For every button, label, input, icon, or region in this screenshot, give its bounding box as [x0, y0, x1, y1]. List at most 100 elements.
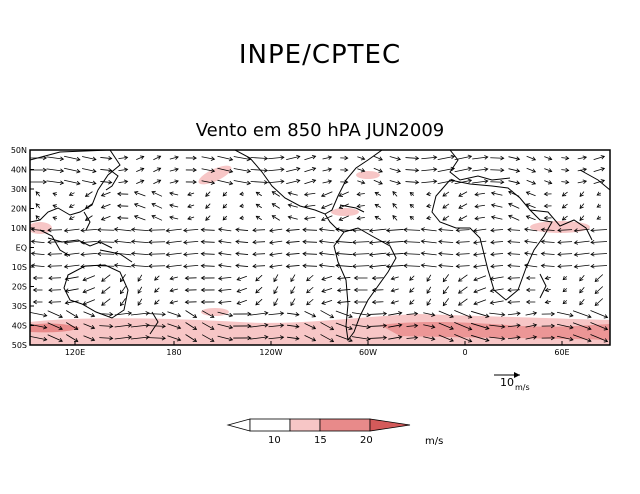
wind-vector-head [382, 311, 388, 316]
wind-vector [557, 229, 573, 231]
wind-vector [64, 252, 80, 256]
wind-vector-head [472, 252, 478, 257]
wind-vector-head [374, 191, 379, 196]
wind-vector [218, 300, 232, 304]
wind-vector [593, 155, 605, 161]
wind-vector-head [279, 311, 285, 316]
wind-vector-head [217, 288, 223, 293]
wind-vector-head [532, 335, 538, 340]
wind-vector-head [318, 239, 324, 244]
wind-vector-head [392, 203, 397, 208]
wind-vector-head [109, 323, 114, 329]
wind-vector-head [590, 252, 595, 257]
wind-vector-head [540, 251, 545, 256]
wind-vector [114, 240, 132, 244]
wind-vector [304, 334, 316, 342]
coastlines [30, 150, 610, 342]
wind-vector [118, 180, 128, 184]
wind-vector-head [68, 203, 74, 208]
wind-vector [169, 180, 179, 184]
wind-vector-head [409, 215, 414, 221]
wind-vector [66, 322, 78, 330]
wind-vector [524, 264, 538, 268]
lat-tick-label: 40S [12, 322, 27, 331]
wind-vector [47, 310, 63, 318]
wind-vector [557, 265, 573, 267]
wind-vector [286, 155, 300, 161]
wind-vector [321, 215, 333, 221]
wind-vector-head [217, 239, 223, 244]
wind-vector-head [133, 214, 139, 220]
wind-vector-head [490, 203, 496, 208]
wind-vector [268, 312, 284, 316]
wind-vector-head [108, 180, 113, 185]
wind-vector [369, 228, 387, 232]
wind-vector-head [205, 216, 210, 221]
wind-vector [304, 167, 316, 173]
wind-vector [579, 215, 585, 221]
wind-vector [272, 215, 280, 221]
colorbar-unit: m/s [425, 436, 443, 447]
wind-vector [391, 300, 399, 304]
wind-vector [205, 215, 211, 221]
wind-vector [337, 277, 351, 279]
wind-vector-head [59, 168, 65, 173]
wind-vector-head [236, 300, 241, 305]
wind-vector-head [368, 228, 374, 233]
wind-vector [577, 180, 587, 184]
wind-vector-head [351, 263, 357, 269]
wind-vector [403, 229, 421, 231]
wind-vector [222, 203, 228, 209]
wind-vector [114, 312, 132, 316]
wind-vector [438, 310, 454, 318]
wind-vector-head [239, 215, 244, 221]
wind-vector [373, 155, 383, 161]
wind-vector [352, 241, 370, 243]
wind-vector [64, 228, 80, 232]
wind-vector-head [176, 337, 182, 342]
wind-vector [252, 253, 266, 255]
wind-vector-head [290, 301, 295, 307]
wind-vector-head [390, 300, 396, 305]
wind-vector [458, 203, 468, 209]
wind-vector [82, 156, 96, 160]
wind-vector-head [335, 227, 340, 232]
wind-vector [306, 298, 314, 306]
wind-vector [250, 324, 268, 328]
wind-vector [403, 241, 421, 243]
wind-vector-head [192, 313, 198, 318]
wind-vector-head [64, 276, 70, 281]
wind-vector-head [210, 156, 216, 161]
wind-vector-head [603, 338, 609, 343]
wind-vector-head [290, 277, 295, 283]
wind-vector [235, 265, 249, 267]
latitude-axis: 50N 40N 30N 20N 10N EQ 10S 20S 30S 40S 50S [11, 146, 34, 350]
wind-vector [351, 312, 371, 316]
wind-vector [562, 300, 568, 304]
wind-vector-head [382, 335, 388, 340]
wind-vector [64, 167, 80, 173]
wind-vector-head [596, 203, 601, 208]
wind-vector-head [450, 154, 456, 160]
wind-vector [114, 228, 132, 232]
lon-tick-label: 180 [166, 348, 181, 357]
wind-vector-head [457, 301, 463, 306]
wind-vector [590, 322, 608, 330]
wind-vector-head [133, 202, 139, 208]
wind-vector [437, 155, 455, 161]
wind-vector [99, 313, 113, 315]
wind-vector-head [320, 204, 326, 210]
wind-vector-head [246, 156, 252, 162]
wind-vector [201, 253, 215, 255]
wind-vector [321, 300, 333, 304]
wind-vector [201, 156, 215, 160]
wind-vector-head [587, 338, 592, 343]
wind-vector-head [420, 251, 425, 256]
wind-vector-head [458, 204, 463, 209]
wind-vector [217, 167, 233, 173]
wind-vector [233, 168, 251, 172]
wind-vector [561, 157, 569, 159]
wind-vector-head [228, 180, 234, 186]
wind-vector [120, 286, 126, 294]
wind-vector-head [569, 324, 574, 330]
